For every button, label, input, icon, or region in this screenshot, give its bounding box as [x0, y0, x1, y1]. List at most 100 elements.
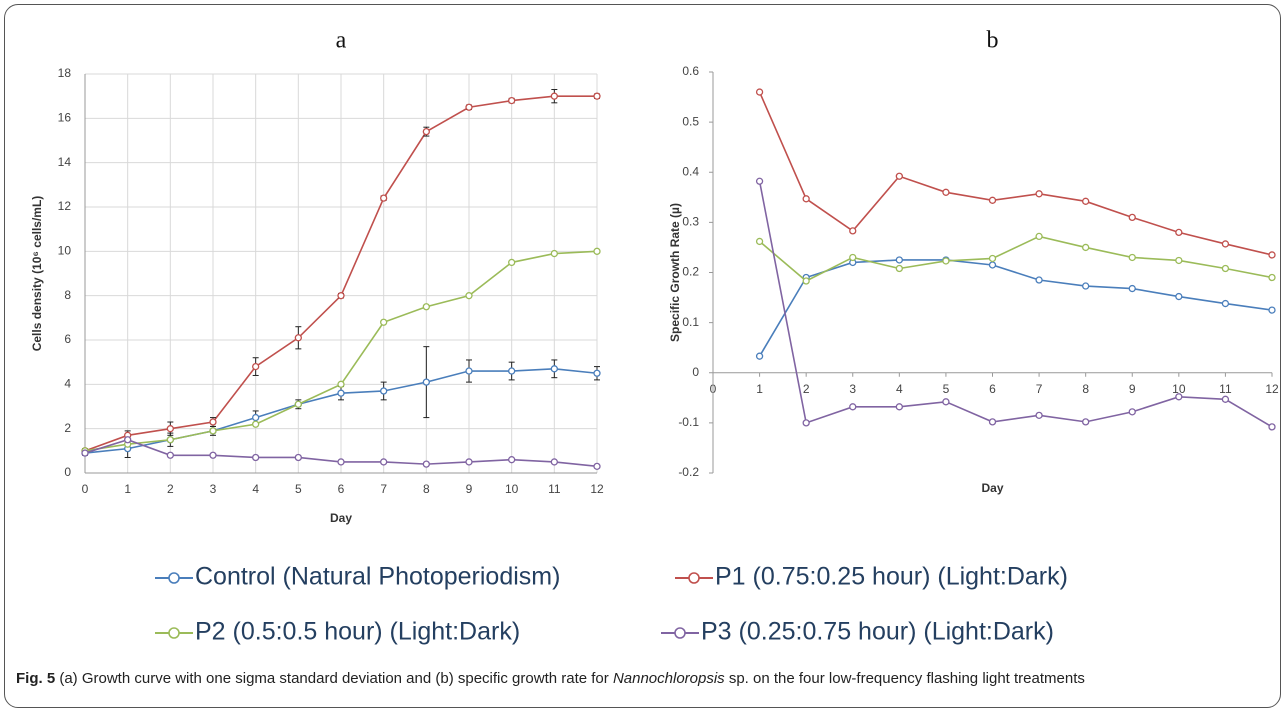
- panel-title: a: [336, 28, 347, 54]
- series-point: [465, 292, 473, 300]
- x-tick-label: 3: [849, 382, 856, 396]
- x-tick-label: 7: [380, 482, 387, 496]
- series-point: [895, 264, 903, 273]
- x-tick-label: 12: [1265, 382, 1279, 396]
- series-point: [802, 419, 810, 427]
- series-point: [802, 195, 810, 203]
- series-point: [988, 254, 997, 263]
- series-point: [755, 352, 764, 360]
- x-tick-label: 8: [423, 482, 430, 496]
- y-tick-label: 0.3: [682, 215, 699, 229]
- y-tick-label: 0.1: [682, 315, 699, 329]
- y-tick-label: 0.4: [682, 164, 699, 178]
- y-tick-label: -0.2: [678, 465, 699, 479]
- series-point: [209, 418, 217, 426]
- series-point: [1035, 411, 1043, 420]
- y-tick-label: -0.1: [678, 415, 699, 429]
- series-point: [942, 398, 950, 406]
- legend-marker: [168, 627, 180, 639]
- series-point: [294, 453, 302, 462]
- series-point: [895, 256, 903, 264]
- series-point: [465, 103, 473, 111]
- series-point: [1175, 256, 1183, 265]
- series-point: [849, 403, 857, 411]
- x-tick-label: 1: [124, 482, 131, 496]
- x-tick-label: 4: [252, 482, 259, 496]
- series-point: [166, 425, 174, 433]
- series-point: [124, 436, 132, 444]
- y-axis-title: Cells density (10⁶ cells/mL): [30, 196, 44, 352]
- series-point: [337, 389, 345, 397]
- series-point: [1035, 190, 1043, 198]
- series-point: [802, 277, 810, 285]
- series-point: [422, 378, 430, 386]
- series-point: [465, 367, 473, 375]
- x-tick-label: 2: [803, 382, 810, 396]
- y-tick-label: 0.6: [682, 64, 699, 78]
- series-point: [1035, 232, 1043, 241]
- series-point: [1175, 228, 1183, 237]
- x-tick-label: 3: [210, 482, 217, 496]
- y-tick-label: 0: [692, 365, 699, 379]
- x-tick-label: 10: [1172, 382, 1186, 396]
- series-point: [252, 453, 260, 462]
- series-point: [465, 458, 473, 466]
- series-point: [1221, 240, 1230, 248]
- series-point: [508, 258, 516, 267]
- series-point: [422, 303, 430, 311]
- x-tick-label: 8: [1082, 382, 1089, 396]
- series-point: [895, 172, 903, 180]
- series-point: [422, 460, 430, 468]
- series-point: [942, 257, 950, 265]
- x-tick-label: 5: [295, 482, 302, 496]
- series-point: [337, 458, 345, 466]
- series-point: [550, 92, 558, 100]
- series-point: [294, 400, 302, 408]
- x-tick-label: 6: [989, 382, 996, 396]
- series-point: [508, 456, 516, 464]
- caption-species: Nannochloropsis: [612, 670, 725, 687]
- legend-label: P2 (0.5:0.5 hour) (Light:Dark): [195, 618, 520, 646]
- series-point: [755, 177, 764, 185]
- series-point: [550, 458, 558, 466]
- series-point: [1082, 418, 1090, 426]
- x-tick-label: 10: [505, 482, 519, 496]
- y-tick-label: 10: [58, 244, 72, 258]
- series-point: [252, 420, 260, 428]
- caption-label: Fig. 5: [16, 670, 56, 687]
- series-point: [1082, 197, 1090, 205]
- series-point: [1268, 423, 1276, 431]
- series-point: [380, 194, 388, 202]
- series-point: [1128, 253, 1136, 262]
- series-point: [508, 367, 516, 375]
- series-point: [508, 96, 516, 105]
- y-tick-label: 18: [58, 66, 72, 80]
- y-tick-label: 8: [64, 288, 71, 302]
- x-tick-label: 6: [338, 482, 345, 496]
- panel-title: b: [987, 28, 999, 54]
- series-point: [895, 403, 903, 411]
- y-tick-label: 6: [64, 332, 71, 346]
- legend-label: P3 (0.25:0.75 hour) (Light:Dark): [701, 618, 1054, 646]
- series-point: [252, 362, 260, 371]
- series-point: [1268, 251, 1276, 259]
- series-point: [1082, 282, 1090, 290]
- series-point: [1268, 306, 1276, 314]
- series-point: [294, 334, 302, 342]
- series-line: [758, 181, 1273, 428]
- legend-label: P1 (0.75:0.25 hour) (Light:Dark): [715, 563, 1068, 591]
- x-tick-label: 4: [896, 382, 903, 396]
- x-tick-label: 11: [1219, 382, 1232, 396]
- series-point: [755, 88, 764, 96]
- series-point: [337, 292, 345, 300]
- x-axis-title: Day: [981, 481, 1003, 495]
- x-tick-label: 1: [756, 382, 763, 396]
- legend-marker: [168, 572, 180, 584]
- x-tick-label: 0: [82, 482, 89, 496]
- series-point: [1128, 284, 1136, 293]
- series-point: [1128, 213, 1136, 222]
- series-point: [1128, 408, 1136, 416]
- series-point: [550, 249, 558, 258]
- series-point: [849, 227, 857, 235]
